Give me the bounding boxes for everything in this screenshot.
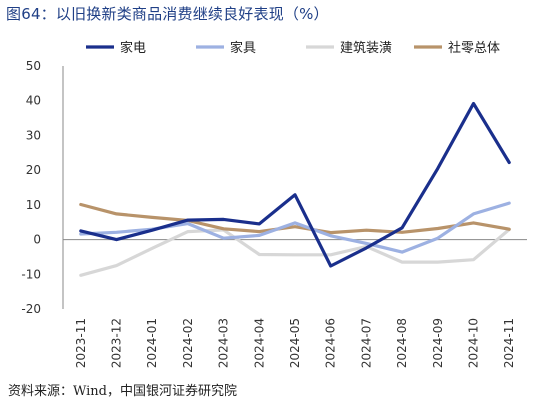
y-tick-label: -20: [21, 302, 41, 316]
x-tick-label: 2024-04: [252, 318, 266, 368]
legend-label: 社零总体: [448, 40, 500, 56]
y-tick-label: -10: [21, 267, 41, 281]
x-tick-label: 2024-08: [395, 318, 409, 368]
series-line-3: [79, 227, 511, 277]
x-tick-label: 2023-11: [74, 318, 88, 368]
axes: -20 -10 0 10 20 30 40 50 2023-11 2023-12 2024-01 20…: [21, 59, 527, 368]
y-tick-label: 40: [26, 94, 41, 108]
series-lines: [79, 101, 511, 277]
x-tick-label: 2024-02: [181, 318, 195, 368]
y-tick-label: 20: [26, 163, 41, 177]
legend-label: 建筑装潢: [340, 40, 392, 56]
x-tick-label: 2024-09: [431, 318, 445, 368]
source-note: 资料来源：Wind，中国银河证券研究院: [8, 384, 237, 399]
x-tick-label: 2024-11: [502, 318, 516, 368]
x-tick-label: 2023-12: [110, 318, 124, 368]
x-tick-label: 2024-10: [466, 318, 480, 368]
x-tick-label: 2024-01: [145, 318, 159, 368]
x-tick-label: 2024-05: [288, 318, 302, 368]
series-line-4: [79, 202, 511, 235]
x-tick-label: 2024-07: [359, 318, 373, 368]
legend-label: 家电: [120, 40, 146, 56]
legend: 家电 家具 建筑装潢 社零总体: [86, 40, 500, 56]
line-chart: 家电 家具 建筑装潢 社零总体 -20 -10 0 10 20 30 40 50 2023-11 202…: [21, 40, 527, 368]
y-tick-label: 10: [26, 198, 41, 212]
y-tick-label: 50: [26, 59, 41, 73]
y-tick-label: 30: [26, 128, 41, 142]
chart-title: 图64：以旧换新类商品消费继续良好表现（%）: [6, 5, 329, 23]
y-tick-label: 0: [33, 233, 41, 247]
x-tick-label: 2024-03: [217, 318, 231, 368]
x-tick-label: 2024-06: [324, 318, 338, 368]
legend-label: 家具: [230, 40, 256, 56]
series-line-1: [79, 101, 511, 268]
